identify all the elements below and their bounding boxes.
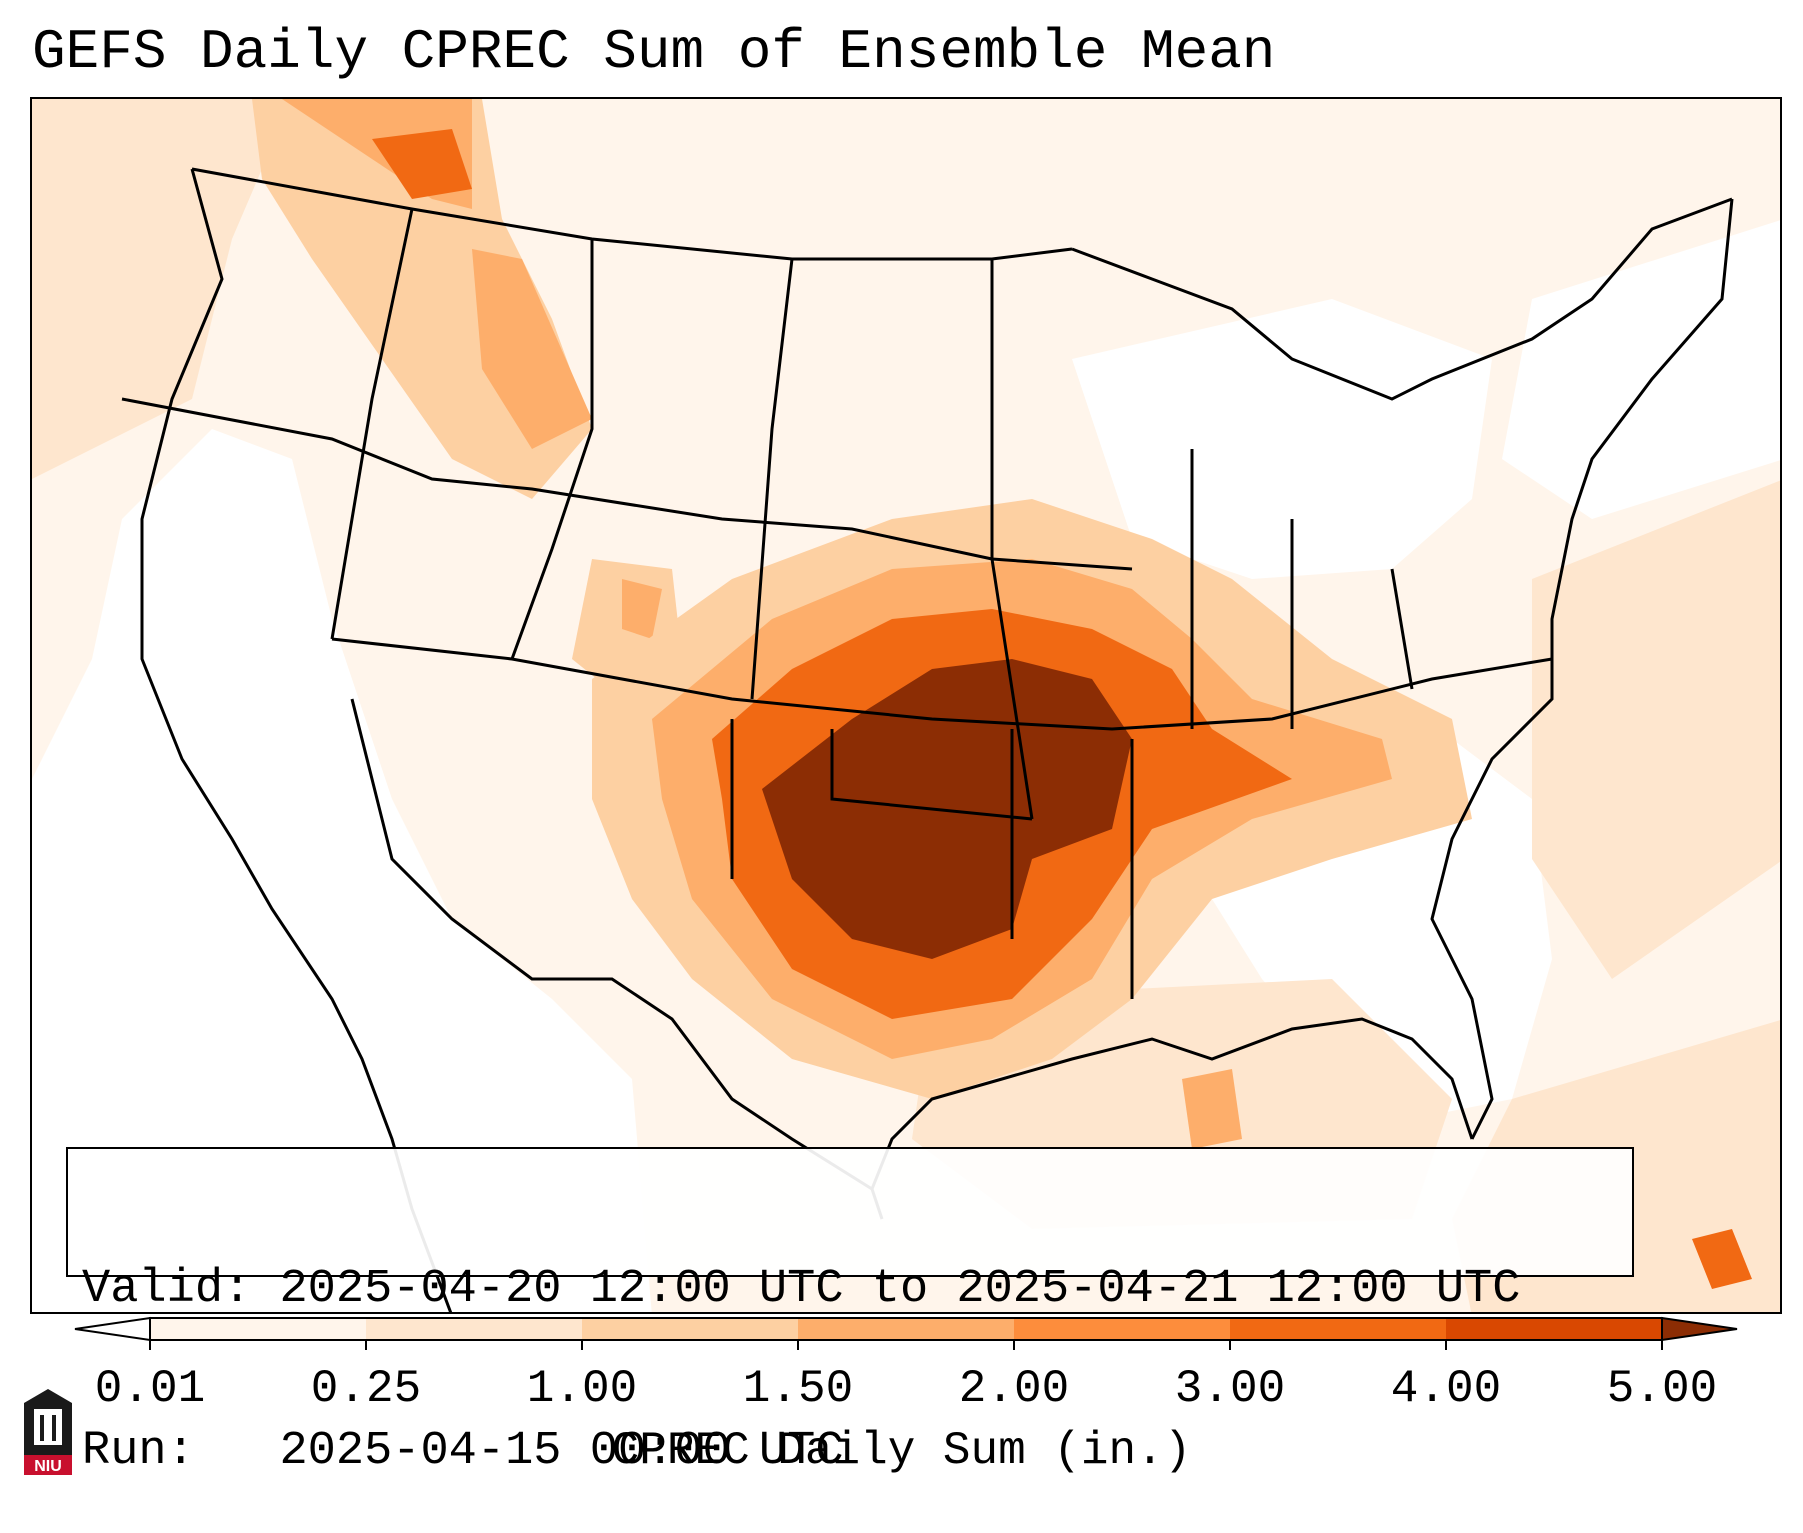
pacific-pale	[32, 99, 292, 479]
colorbar-tick-label: 3.00	[1174, 1363, 1286, 1415]
run-value: 2025-04-15 00:00 UTC	[279, 1425, 844, 1478]
colorbar-tick-label: 1.50	[742, 1363, 854, 1415]
state-lines-west	[330, 208, 794, 700]
pacific-coastline	[140, 168, 453, 1312]
dry-southwest	[32, 429, 652, 1312]
colorbar-segment	[366, 1318, 583, 1340]
state-lines-south	[730, 719, 1134, 999]
run-row: Run: 2025-04-15 00:00 UTC	[82, 1425, 1618, 1479]
gulf-coastline	[870, 1017, 1474, 1220]
colorbar-segment	[798, 1318, 1015, 1340]
colorbar-segment	[1446, 1318, 1663, 1340]
logo-column-left	[40, 1415, 44, 1441]
caribbean-deep	[1692, 1229, 1752, 1289]
logo-building	[34, 1409, 62, 1445]
state-line-north	[121, 397, 1133, 571]
colorbar-segment	[582, 1318, 799, 1340]
wyoming-orange	[472, 249, 592, 449]
dry-great-lakes	[1072, 299, 1492, 579]
colorbar-over-arrow	[1661, 1316, 1738, 1342]
colorbar-tick-label: 0.25	[310, 1363, 422, 1415]
colorbar-tick-label: 2.00	[958, 1363, 1070, 1415]
mexico-border	[350, 698, 873, 1191]
colorbar-under-arrow	[74, 1316, 151, 1342]
map-title: GEFS Daily CPREC Sum of Ensemble Mean	[32, 20, 1276, 84]
atlantic-coastline	[1430, 198, 1734, 1140]
logo-banner	[24, 1455, 72, 1475]
colorbar-segment	[150, 1318, 367, 1340]
great-lakes-border	[1071, 197, 1733, 401]
colorado-orange	[622, 579, 662, 639]
colorbar-tick-label: 4.00	[1390, 1363, 1502, 1415]
valid-value: 2025-04-20 12:00 UTC to 2025-04-21 12:00…	[279, 1263, 1521, 1316]
valid-row: Valid: 2025-04-20 12:00 UTC to 2025-04-2…	[82, 1263, 1618, 1317]
colorbar-segment	[1230, 1318, 1447, 1340]
niu-logo: NIU	[24, 1389, 72, 1475]
run-label: Run:	[82, 1425, 195, 1478]
colorbar-label: CPREC Daily Sum (in.)	[611, 1425, 1192, 1477]
atlantic-pale	[1532, 480, 1780, 979]
logo-text: NIU	[34, 1458, 62, 1475]
valid-label: Valid:	[82, 1263, 252, 1316]
colorbar-tick-label: 0.01	[94, 1363, 206, 1415]
dry-northeast	[1502, 220, 1780, 519]
boundaries	[121, 167, 1734, 1312]
northern-border	[191, 167, 1073, 261]
logo-column-right	[52, 1415, 56, 1441]
colorbar	[74, 1316, 1738, 1350]
colorbar-segments	[74, 1316, 1738, 1350]
colorbar-tick-label: 5.00	[1606, 1363, 1718, 1415]
colorbar-tick-label: 1.00	[526, 1363, 638, 1415]
state-line-central	[331, 637, 1553, 731]
colorbar-segment	[1014, 1318, 1231, 1340]
gulf-orange	[1182, 1069, 1242, 1149]
valid-run-info-box: Valid: 2025-04-20 12:00 UTC to 2025-04-2…	[66, 1147, 1634, 1478]
colorbar-outline	[149, 1317, 1663, 1341]
state-lines-east	[990, 259, 1414, 820]
rockies-deep	[372, 129, 472, 199]
